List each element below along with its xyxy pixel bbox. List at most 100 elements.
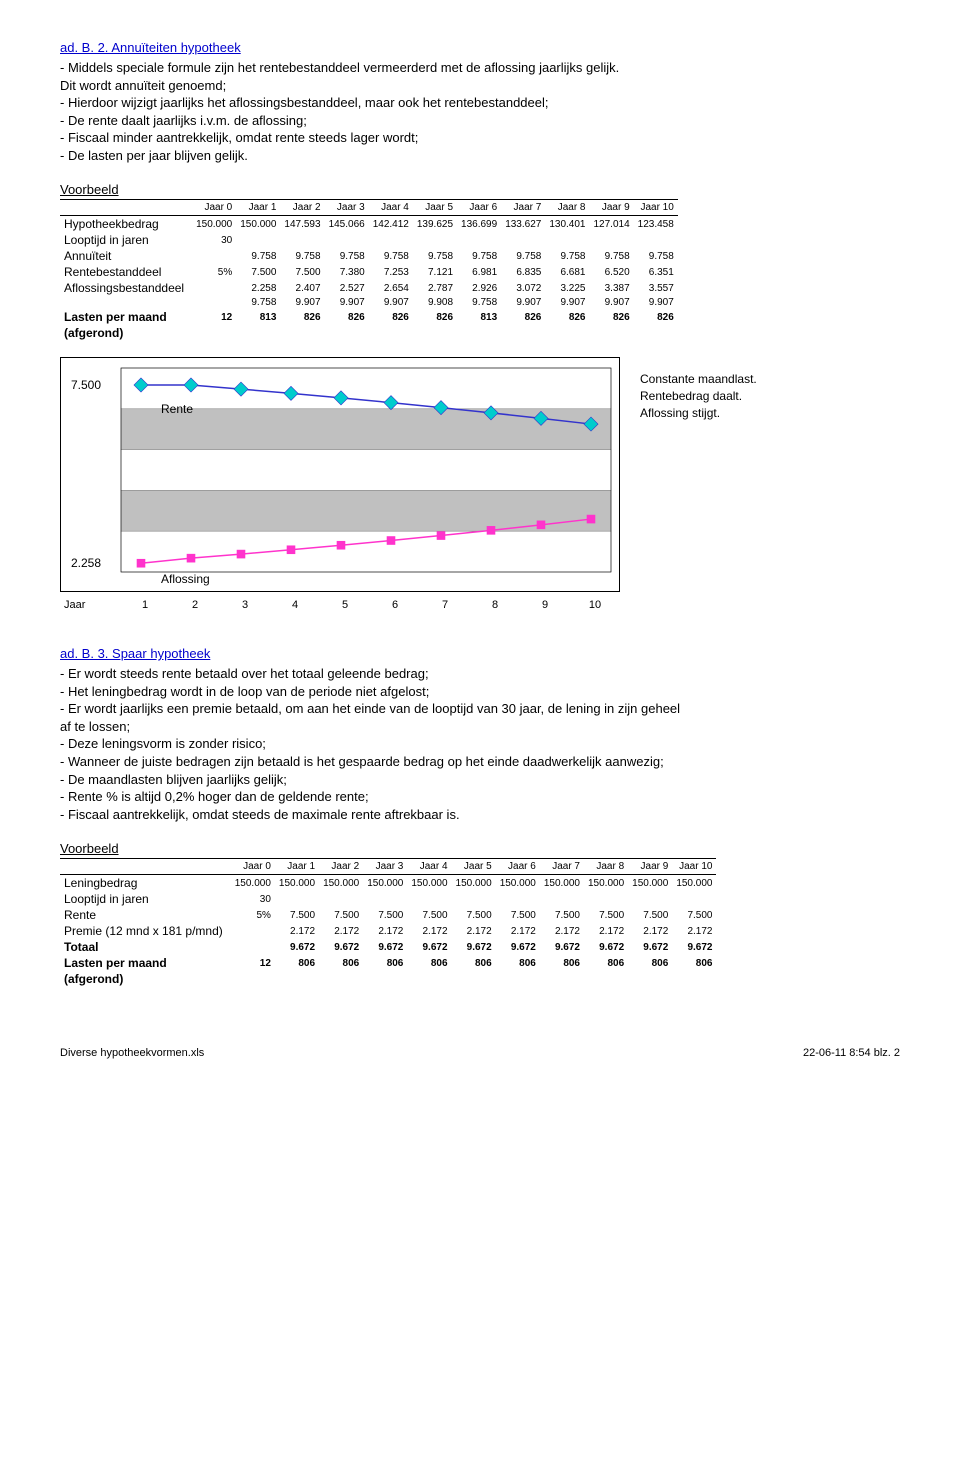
cell: 150.000 <box>236 216 280 233</box>
cell: 826 <box>325 309 369 325</box>
cell: 813 <box>457 309 501 325</box>
chart-1: 7.5002.258RenteAflossing <box>61 358 621 588</box>
col-header: Jaar 8 <box>584 859 628 875</box>
cell: 9.672 <box>363 939 407 955</box>
text-line: Dit wordt annuïteit genoemd; <box>60 77 900 95</box>
cell: 9.672 <box>452 939 496 955</box>
text-line: - Fiscaal minder aantrekkelijk, omdat re… <box>60 129 900 147</box>
col-header <box>60 200 192 216</box>
cell: 9.758 <box>236 296 280 309</box>
col-header <box>60 859 231 875</box>
cell <box>275 891 319 907</box>
cell: 806 <box>363 955 407 971</box>
cell: 2.172 <box>452 923 496 939</box>
cell <box>192 296 236 309</box>
cell: 7.500 <box>496 907 540 923</box>
cell: 9.672 <box>496 939 540 955</box>
cell: 3.387 <box>590 280 634 296</box>
col-header: Jaar 1 <box>275 859 319 875</box>
cell: 9.908 <box>413 296 457 309</box>
cell: 150.000 <box>407 875 451 892</box>
cell: 7.500 <box>452 907 496 923</box>
text-line: af te lossen; <box>60 718 900 736</box>
row-label <box>60 296 192 309</box>
cell: 9.672 <box>407 939 451 955</box>
cell: 9.758 <box>457 248 501 264</box>
svg-text:Rente: Rente <box>161 402 193 416</box>
cell: 30 <box>192 232 236 248</box>
cell <box>275 971 319 987</box>
xaxis-tick: 10 <box>570 598 620 612</box>
cell: 145.066 <box>325 216 369 233</box>
cell: 826 <box>413 309 457 325</box>
cell: 7.500 <box>628 907 672 923</box>
col-header: Jaar 1 <box>236 200 280 216</box>
cell: 2.172 <box>275 923 319 939</box>
text-line: - Hierdoor wijzigt jaarlijks het aflossi… <box>60 94 900 112</box>
col-header: Jaar 3 <box>363 859 407 875</box>
cell: 136.699 <box>457 216 501 233</box>
annotation-line: Aflossing stijgt. <box>640 405 757 422</box>
cell: 806 <box>452 955 496 971</box>
footer-left: Diverse hypotheekvormen.xls <box>60 1047 204 1059</box>
cell <box>590 325 634 341</box>
svg-text:7.500: 7.500 <box>71 378 101 392</box>
xaxis-tick: 4 <box>270 598 320 612</box>
cell <box>672 891 716 907</box>
cell: 9.907 <box>369 296 413 309</box>
chart-xaxis-row: Jaar12345678910 <box>60 598 620 612</box>
table-row: Lasten per maand128068068068068068068068… <box>60 955 716 971</box>
annotation-line: Rentebedrag daalt. <box>640 388 757 405</box>
cell: 3.225 <box>545 280 589 296</box>
col-header: Jaar 4 <box>407 859 451 875</box>
cell <box>628 971 672 987</box>
cell: 7.500 <box>672 907 716 923</box>
cell: 7.121 <box>413 264 457 280</box>
col-header: Jaar 5 <box>452 859 496 875</box>
cell: 9.907 <box>501 296 545 309</box>
cell: 12 <box>231 955 275 971</box>
heading-2: ad. B. 3. Spaar hypotheek <box>60 646 900 661</box>
cell: 2.172 <box>540 923 584 939</box>
cell: 150.000 <box>275 875 319 892</box>
cell <box>231 923 275 939</box>
cell <box>457 325 501 341</box>
cell: 7.500 <box>319 907 363 923</box>
cell <box>628 891 672 907</box>
row-label: Totaal <box>60 939 231 955</box>
cell <box>280 232 324 248</box>
cell: 9.672 <box>628 939 672 955</box>
cell: 7.380 <box>325 264 369 280</box>
cell: 2.258 <box>236 280 280 296</box>
cell: 150.000 <box>496 875 540 892</box>
cell: 7.500 <box>275 907 319 923</box>
cell: 9.672 <box>672 939 716 955</box>
cell: 2.172 <box>584 923 628 939</box>
text-line: - De maandlasten blijven jaarlijks gelij… <box>60 771 900 789</box>
col-header: Jaar 9 <box>628 859 672 875</box>
cell <box>496 971 540 987</box>
cell: 123.458 <box>634 216 678 233</box>
table-row: Looptijd in jaren30 <box>60 232 678 248</box>
table-row: Leningbedrag150.000150.000150.000150.000… <box>60 875 716 892</box>
voorbeeld-label-2: Voorbeeld <box>60 841 900 856</box>
cell <box>496 891 540 907</box>
svg-text:Aflossing: Aflossing <box>161 573 210 587</box>
cell: 150.000 <box>192 216 236 233</box>
cell <box>457 232 501 248</box>
col-header: Jaar 7 <box>501 200 545 216</box>
cell: 826 <box>369 309 413 325</box>
col-header: Jaar 2 <box>319 859 363 875</box>
col-header: Jaar 5 <box>413 200 457 216</box>
table-row: Hypotheekbedrag150.000150.000147.593145.… <box>60 216 678 233</box>
cell: 9.758 <box>457 296 501 309</box>
cell <box>319 971 363 987</box>
col-header: Jaar 0 <box>231 859 275 875</box>
cell: 3.072 <box>501 280 545 296</box>
cell <box>672 971 716 987</box>
cell <box>590 232 634 248</box>
cell: 6.681 <box>545 264 589 280</box>
xaxis-tick: 3 <box>220 598 270 612</box>
cell: 150.000 <box>628 875 672 892</box>
cell: 806 <box>672 955 716 971</box>
